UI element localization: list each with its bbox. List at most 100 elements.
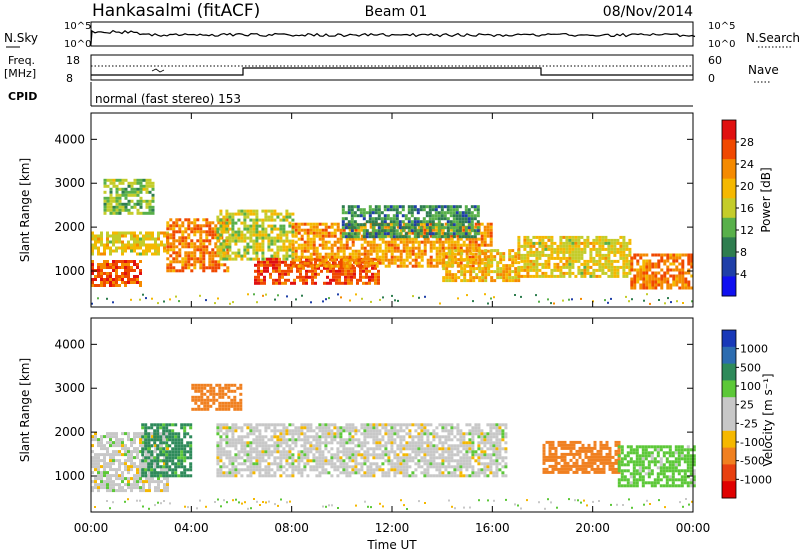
heatmap-cell: [221, 389, 225, 393]
heatmap-cell: [153, 456, 157, 460]
heatmap-cell: [405, 252, 409, 256]
colorbar-tick-label: 16: [740, 202, 754, 215]
heatmap-cell: [411, 459, 415, 463]
heatmap-cell: [106, 465, 109, 469]
heatmap-cell: [468, 240, 472, 244]
heatmap-cell: [414, 429, 418, 433]
heatmap-cell: [267, 474, 271, 478]
heatmap-cell: [604, 259, 608, 263]
heatmap-cell: [345, 471, 349, 475]
heatmap-cell: [214, 302, 216, 305]
heatmap-cell: [243, 435, 247, 439]
heatmap-cell: [258, 224, 262, 228]
heatmap-cell: [347, 269, 350, 273]
heatmap-cell: [419, 229, 423, 233]
heatmap-cell: [651, 274, 655, 278]
heatmap-cell: [643, 299, 645, 302]
heatmap-cell: [636, 253, 640, 257]
heatmap-cell: [94, 432, 97, 436]
heatmap-cell: [269, 272, 272, 276]
heatmap-cell: [200, 398, 204, 402]
heatmap-cell: [517, 261, 521, 265]
heatmap-cell: [357, 444, 361, 448]
heatmap-cell: [200, 407, 204, 411]
heatmap-cell: [261, 239, 265, 243]
heatmap-cell: [657, 253, 661, 257]
heatmap-cell: [279, 441, 283, 445]
heatmap-cell: [315, 249, 319, 253]
heatmap-cell: [225, 453, 229, 457]
heatmap-cell: [321, 435, 325, 439]
heatmap-cell: [168, 444, 172, 448]
heatmap-cell: [399, 252, 403, 256]
heatmap-cell: [344, 226, 348, 230]
heatmap-cell: [408, 459, 412, 463]
heatmap-cell: [654, 286, 658, 290]
heatmap-cell: [369, 225, 373, 229]
heatmap-cell: [456, 234, 460, 238]
heatmap-cell: [535, 294, 537, 297]
heatmap-cell: [411, 423, 415, 427]
heatmap-cell: [459, 246, 463, 250]
heatmap-cell: [145, 211, 149, 215]
heatmap-cell: [395, 208, 399, 212]
heatmap-cell: [144, 438, 148, 442]
heatmap-cell: [357, 438, 361, 442]
heatmap-cell: [514, 270, 518, 274]
heatmap-cell: [243, 209, 247, 213]
heatmap-cell: [231, 251, 235, 255]
heatmap-cell: [574, 241, 578, 245]
heatmap-cell: [303, 435, 307, 439]
heatmap-cell: [127, 260, 130, 263]
heatmap-cell: [281, 281, 284, 285]
nsky-trace: [90, 29, 696, 45]
heatmap-cell: [321, 231, 325, 235]
colorbar-segment: [722, 237, 736, 258]
heatmap-cell: [493, 249, 497, 253]
heatmap-cell: [601, 253, 605, 257]
heatmap-cell: [193, 242, 197, 246]
heatmap-cell: [324, 234, 328, 238]
heatmap-cell: [300, 444, 304, 448]
heatmap-cell: [217, 254, 221, 258]
heatmap-cell: [393, 426, 397, 430]
heatmap-cell: [384, 225, 388, 229]
heatmap-cell: [252, 432, 256, 436]
heatmap-cell: [625, 244, 629, 248]
heatmap-cell: [91, 444, 94, 448]
heatmap-cell: [544, 262, 548, 266]
heatmap-cell: [463, 264, 467, 268]
heatmap-cell: [353, 223, 357, 227]
heatmap-cell: [363, 426, 367, 430]
heatmap-cell: [356, 208, 360, 212]
heatmap-cell: [483, 225, 487, 229]
heatmap-cell: [499, 276, 503, 280]
heatmap-cell: [607, 274, 611, 278]
heatmap-cell: [136, 468, 139, 472]
heatmap-cell: [371, 229, 375, 233]
heatmap-cell: [565, 259, 569, 263]
heatmap-cell: [243, 444, 247, 448]
heatmap-cell: [133, 281, 136, 284]
heatmap-cell: [183, 471, 187, 475]
heatmap-cell: [404, 223, 408, 227]
heatmap-cell: [508, 279, 512, 283]
heatmap-cell: [282, 429, 286, 433]
heatmap-cell: [442, 249, 446, 253]
heatmap-cell: [190, 254, 194, 258]
heatmap-cell: [91, 456, 94, 460]
heatmap-cell: [408, 465, 412, 469]
heatmap-cell: [360, 462, 364, 466]
heatmap-cell: [315, 234, 319, 238]
heatmap-cell: [405, 258, 409, 262]
heatmap-cell: [402, 468, 406, 472]
heatmap-cell: [106, 435, 109, 439]
heatmap-cell: [413, 226, 417, 230]
heatmap-cell: [234, 456, 238, 460]
heatmap-cell: [574, 256, 578, 260]
heatmap-cell: [197, 395, 201, 399]
heatmap-cell: [237, 233, 241, 237]
heatmap-cell: [124, 187, 128, 191]
heatmap-cell: [312, 252, 316, 256]
heatmap-cell: [171, 462, 175, 466]
